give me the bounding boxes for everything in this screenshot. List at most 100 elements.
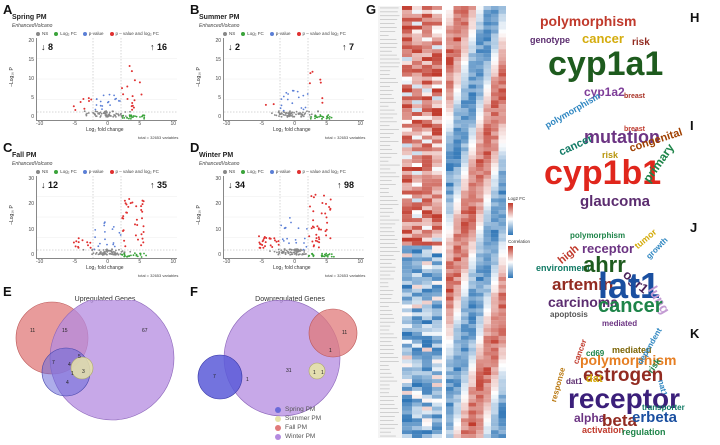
fc-point bbox=[324, 254, 327, 256]
up-point bbox=[326, 221, 329, 224]
corr-cell bbox=[468, 25, 476, 30]
corr-cell bbox=[468, 269, 476, 274]
ns-point bbox=[83, 110, 86, 113]
legend-label: Fall PM bbox=[285, 424, 308, 431]
down-point bbox=[258, 241, 261, 244]
p-point bbox=[296, 90, 299, 93]
corr-cell bbox=[491, 178, 499, 183]
word: erbeta bbox=[632, 409, 678, 426]
corr-cell bbox=[476, 292, 484, 297]
corr-cell bbox=[491, 159, 499, 164]
corr-cell bbox=[446, 394, 454, 399]
fc-cell bbox=[402, 88, 412, 93]
corr-cell bbox=[476, 339, 484, 344]
corr-cell bbox=[468, 186, 476, 191]
corr-cell bbox=[446, 316, 454, 321]
corr-cell bbox=[483, 29, 491, 34]
up-point bbox=[325, 216, 328, 219]
y-tick: 10 bbox=[215, 76, 221, 82]
corr-cell bbox=[498, 155, 506, 160]
corr-cell bbox=[453, 53, 461, 58]
corr-cell bbox=[491, 222, 499, 227]
corr-cell bbox=[446, 123, 454, 128]
up-point bbox=[325, 234, 328, 237]
corr-cell bbox=[468, 182, 476, 187]
p-point bbox=[291, 102, 294, 105]
fc-cell bbox=[422, 418, 432, 423]
ns-point bbox=[287, 252, 290, 254]
up-point bbox=[140, 244, 143, 247]
corr-cell bbox=[453, 206, 461, 211]
fc-cell bbox=[402, 127, 412, 132]
ns-point bbox=[106, 116, 109, 118]
corr-cell bbox=[453, 123, 461, 128]
fc-point bbox=[314, 115, 316, 118]
ns-point bbox=[302, 253, 305, 255]
ns-point bbox=[106, 249, 109, 252]
y-axis-label: –Log₁₀ P bbox=[8, 67, 15, 87]
corr-cell bbox=[483, 53, 491, 58]
corr-cell bbox=[453, 64, 461, 69]
corr-cell bbox=[498, 33, 506, 38]
corr-cell bbox=[446, 288, 454, 293]
up-point bbox=[314, 193, 317, 196]
fc-cell bbox=[402, 151, 412, 156]
down-point bbox=[258, 246, 261, 249]
p-point bbox=[292, 89, 295, 92]
fc-cell bbox=[432, 64, 442, 69]
corr-cell bbox=[483, 151, 491, 156]
corr-cell bbox=[446, 9, 454, 14]
corr-cell bbox=[498, 229, 506, 234]
corr-cell bbox=[483, 324, 491, 329]
p-point bbox=[106, 243, 108, 246]
fc-cell bbox=[412, 41, 422, 46]
fc-cell bbox=[402, 225, 412, 230]
ns-point bbox=[95, 251, 98, 254]
fc-cell bbox=[422, 430, 432, 435]
ns-point bbox=[102, 252, 104, 254]
corr-cell bbox=[468, 222, 476, 227]
venn-up-num: 7 bbox=[52, 360, 55, 366]
fc-cell bbox=[412, 127, 422, 132]
corr-cell bbox=[461, 386, 469, 391]
corr-cell bbox=[483, 135, 491, 140]
corr-cell bbox=[468, 249, 476, 254]
ns-point bbox=[283, 252, 285, 254]
fc-cell bbox=[402, 312, 412, 317]
corr-cell bbox=[491, 379, 499, 384]
fc-cell bbox=[422, 127, 432, 132]
fc-cell bbox=[422, 170, 432, 175]
fc-cell bbox=[412, 206, 422, 211]
corr-cell bbox=[461, 414, 469, 419]
up-point bbox=[141, 210, 144, 213]
corr-cell bbox=[461, 17, 469, 22]
ns-point bbox=[124, 111, 127, 113]
fc-cell bbox=[402, 296, 412, 301]
corr-cell bbox=[498, 53, 506, 58]
corr-cell bbox=[491, 60, 499, 66]
fc-cell bbox=[402, 53, 412, 58]
fc-cell bbox=[402, 37, 412, 42]
fc-cell bbox=[412, 155, 422, 160]
fc-cell bbox=[412, 190, 422, 195]
fc-cell bbox=[412, 328, 422, 333]
up-point bbox=[314, 239, 317, 242]
corr-cell bbox=[498, 214, 506, 219]
up-point bbox=[138, 81, 141, 84]
fc-cell bbox=[402, 402, 412, 407]
fc-cell bbox=[432, 394, 442, 399]
corr-cell bbox=[476, 186, 484, 191]
fc-point bbox=[135, 253, 138, 256]
corr-cell bbox=[461, 222, 469, 227]
corr-cell bbox=[468, 430, 476, 435]
p-point bbox=[287, 93, 289, 95]
fc-cell bbox=[422, 147, 432, 152]
fc-cell bbox=[432, 422, 442, 427]
corr-cell bbox=[461, 233, 469, 238]
corr-cell bbox=[483, 284, 491, 289]
corr-cell bbox=[468, 351, 476, 356]
fc-cell bbox=[422, 276, 432, 282]
word: risk bbox=[602, 150, 619, 160]
fc-cell bbox=[412, 194, 422, 199]
corr-cell bbox=[476, 135, 484, 140]
